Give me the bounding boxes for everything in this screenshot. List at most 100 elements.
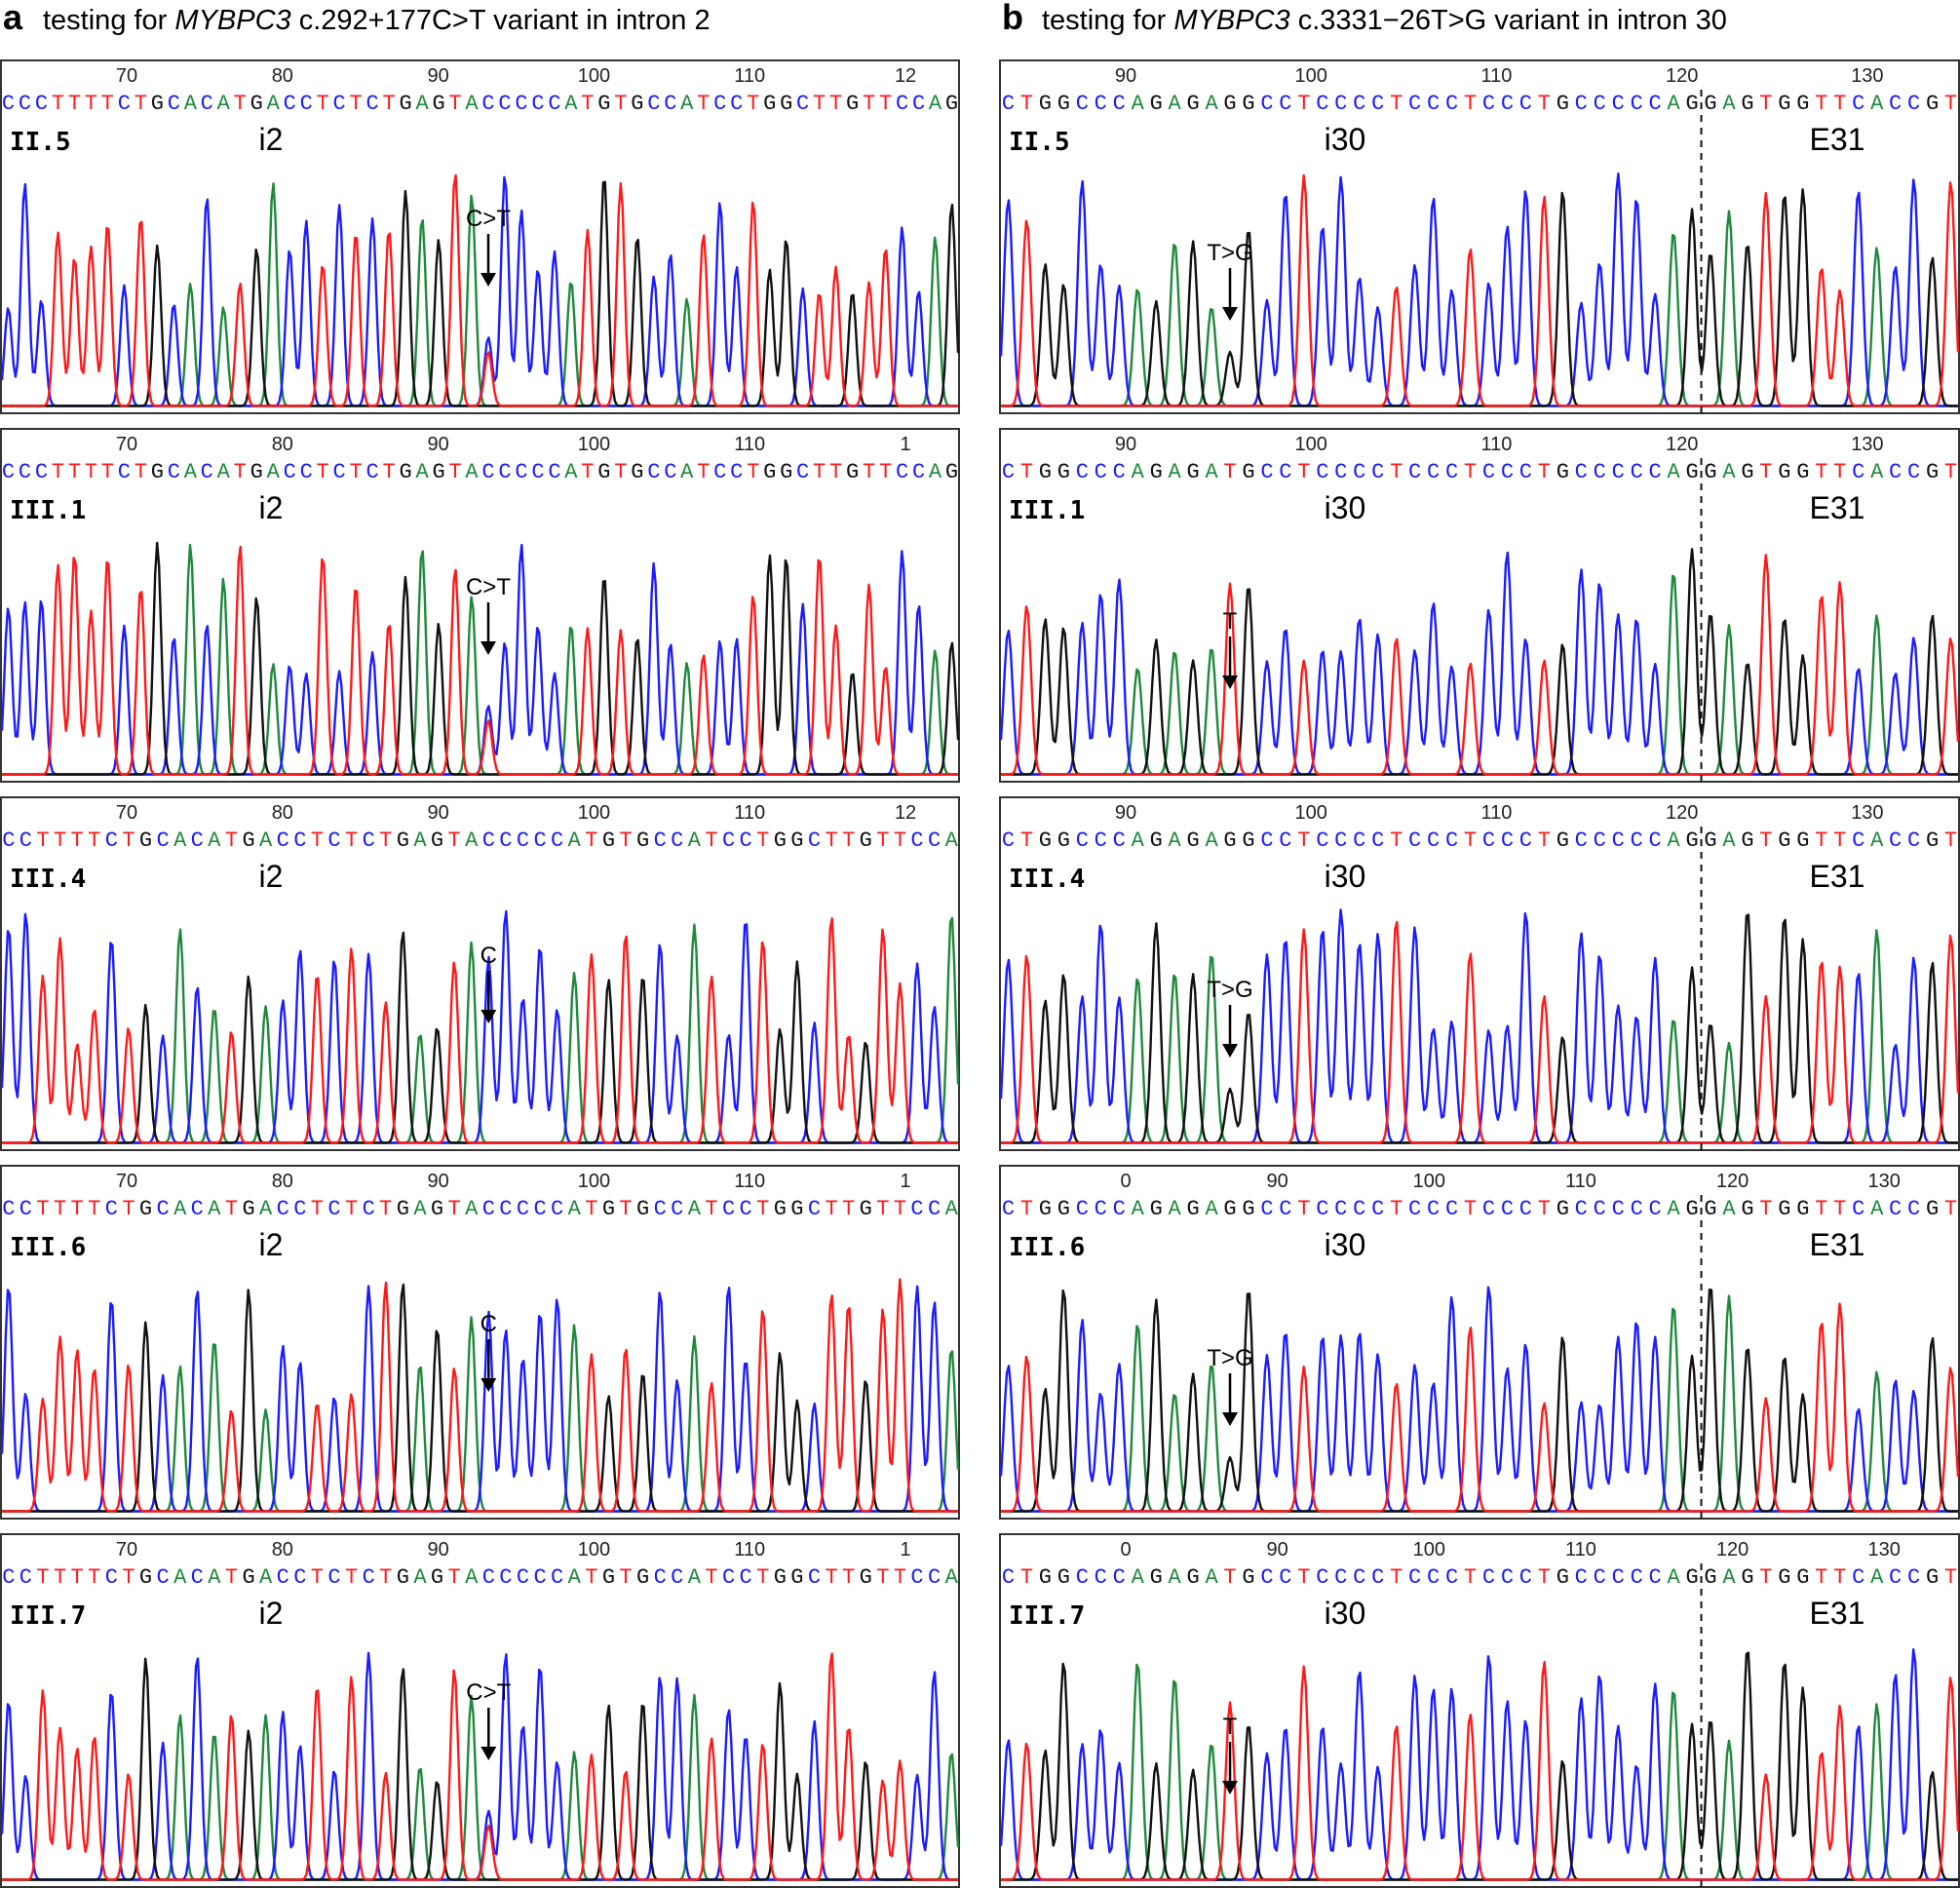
base-call: G	[1186, 460, 1199, 484]
base-call: C	[1353, 1565, 1365, 1590]
base-call: C	[1889, 828, 1902, 853]
base-call: G	[242, 1565, 254, 1590]
base-call: C	[808, 1197, 821, 1221]
base-call: C	[722, 828, 735, 853]
panel-frame	[0, 59, 960, 414]
base-call: C	[551, 1197, 563, 1221]
base-call: C	[2, 1565, 15, 1590]
base-call: T	[448, 1197, 461, 1221]
region-label-exon: E31	[1810, 1227, 1865, 1262]
base-call: A	[1870, 1197, 1884, 1221]
base-call: C	[1002, 1197, 1015, 1221]
base-call: T	[1538, 1197, 1551, 1221]
base-call: C	[1612, 460, 1625, 484]
base-call: C	[1482, 828, 1495, 853]
base-call: A	[259, 828, 273, 853]
position-tick-label: 110	[1480, 65, 1512, 87]
variant-arrow-head	[1222, 307, 1239, 321]
base-call: C	[105, 1565, 118, 1590]
region-label-intron: i2	[259, 122, 284, 157]
base-call: G	[1704, 1197, 1716, 1221]
base-call: C	[481, 460, 494, 484]
base-call: T	[1833, 1565, 1846, 1590]
position-tick-label: 80	[272, 1539, 293, 1560]
base-call: T	[581, 92, 594, 116]
base-call: A	[1169, 828, 1182, 853]
base-call: G	[1796, 1197, 1809, 1221]
position-tick-label: 130	[1851, 65, 1883, 87]
base-call: C	[19, 1565, 32, 1590]
base-call: C	[1575, 460, 1588, 484]
base-call: A	[217, 460, 231, 484]
position-tick-label: 90	[1115, 434, 1136, 455]
base-call: G	[774, 1197, 787, 1221]
base-call: A	[688, 1565, 702, 1590]
base-call: C	[1371, 460, 1384, 484]
base-call: G	[432, 92, 444, 116]
base-call: T	[842, 1565, 855, 1590]
base-call: G	[1926, 92, 1939, 116]
base-call: G	[432, 460, 444, 484]
base-call: A	[465, 1565, 479, 1590]
base-call: C	[1907, 460, 1920, 484]
base-call: A	[415, 92, 429, 116]
base-call: T	[68, 92, 81, 116]
base-call: T	[122, 1197, 135, 1221]
base-call: G	[399, 460, 411, 484]
base-call: C	[912, 92, 925, 116]
base-call: C	[327, 1565, 340, 1590]
position-tick-label: 90	[1115, 802, 1136, 824]
position-tick-label: 110	[1565, 1171, 1596, 1192]
base-call: G	[1741, 92, 1753, 116]
panel-letter-a: a	[3, 0, 23, 37]
base-call: G	[1556, 828, 1569, 853]
base-call: T	[619, 1565, 632, 1590]
base-call: T	[448, 92, 461, 116]
base-call: C	[1260, 1197, 1273, 1221]
base-call: C	[1408, 1197, 1421, 1221]
base-call: G	[597, 92, 610, 116]
base-call: A	[564, 460, 578, 484]
base-call: C	[1594, 1197, 1606, 1221]
base-call: C	[1501, 1197, 1514, 1221]
base-call: A	[1722, 92, 1736, 116]
trace-channel-G	[2, 541, 960, 776]
base-call: G	[602, 1197, 615, 1221]
base-call: T	[1759, 460, 1772, 484]
base-call: A	[945, 1565, 959, 1590]
base-call: C	[1076, 1565, 1089, 1590]
base-call: T	[85, 460, 97, 484]
base-call: A	[465, 1197, 479, 1221]
base-call: C	[730, 460, 743, 484]
position-tick-label: 1	[901, 1539, 911, 1560]
base-call: T	[1464, 1565, 1477, 1590]
base-call: G	[1926, 1197, 1939, 1221]
base-call: C	[1575, 828, 1588, 853]
position-tick-label: 80	[272, 802, 293, 824]
base-call: T	[1297, 460, 1310, 484]
base-call: C	[1334, 1197, 1347, 1221]
base-call: T	[382, 92, 395, 116]
base-call: T	[829, 460, 842, 484]
base-call: T	[234, 460, 247, 484]
base-call: C	[2, 460, 15, 484]
base-call: G	[1242, 1197, 1254, 1221]
base-call: T	[54, 828, 66, 853]
base-call: G	[1150, 92, 1163, 116]
chromatogram-panel-III.6: 70 80 90 100 110 1C C T T T T C T G C A C A T G A C C T C T C T G A G T…	[0, 1165, 960, 1520]
sample-label: III.7	[1009, 1601, 1085, 1631]
base-call: T	[101, 460, 114, 484]
base-call: G	[431, 1565, 443, 1590]
position-tick-label: 100	[1413, 1171, 1445, 1192]
column-a-heading: a testing for MYBPC3 c.292+177C>T variant…	[3, 0, 711, 37]
base-call: A	[217, 92, 231, 116]
base-call: C	[363, 1565, 375, 1590]
base-call: G	[631, 92, 643, 116]
base-call: C	[1279, 460, 1291, 484]
base-call: A	[1132, 1197, 1145, 1221]
base-call: C	[928, 1565, 941, 1590]
base-call: C	[647, 92, 660, 116]
base-call: T	[225, 1565, 238, 1590]
base-call: C	[168, 460, 180, 484]
base-call: A	[688, 1197, 702, 1221]
